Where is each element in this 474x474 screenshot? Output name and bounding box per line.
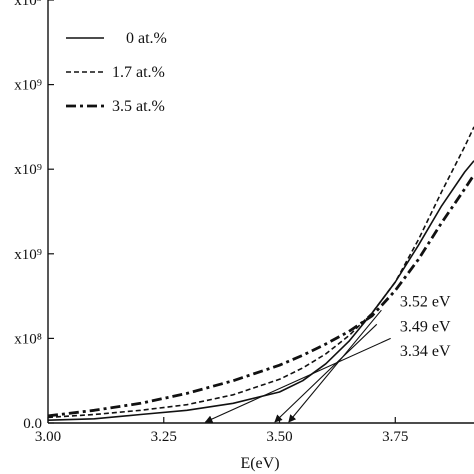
- series-line: [47, 174, 474, 418]
- tangent-lines: [204, 309, 391, 423]
- annotation-label: 3.34 eV: [400, 343, 451, 360]
- y-tick-label: 0.0: [23, 416, 42, 432]
- x-axis-ticks: 3.00 3.25 3.50 3.75: [35, 417, 408, 445]
- legend-label: 0 at.%: [126, 30, 167, 47]
- legend-label: 3.5 at.%: [112, 98, 165, 115]
- tangent-line: [288, 309, 382, 423]
- plot-area: [47, 0, 474, 424]
- series-line: [47, 126, 474, 419]
- y-tick-label: x10⁹: [14, 162, 42, 178]
- legend: 0 at.% 1.7 at.% 3.5 at.%: [66, 30, 167, 115]
- x-tick-label: 3.25: [151, 429, 177, 445]
- y-axis-ticks: 0.0 x10⁸ x10⁹ x10⁹ x10⁹ x10⁹: [14, 0, 54, 432]
- y-tick-label: x10⁹: [14, 78, 42, 94]
- series-lines: [47, 126, 474, 421]
- x-tick-label: 3.75: [382, 429, 408, 445]
- y-tick-label: x10⁹: [14, 0, 42, 9]
- annotation-label: 3.49 eV: [400, 319, 451, 336]
- x-tick-label: 3.50: [266, 429, 292, 445]
- annotations: 3.52 eV 3.49 eV 3.34 eV: [400, 294, 451, 360]
- annotation-label: 3.52 eV: [400, 294, 451, 311]
- y-tick-label: x10⁹: [14, 247, 42, 263]
- x-tick-label: 3.00: [35, 429, 61, 445]
- legend-label: 1.7 at.%: [112, 64, 165, 81]
- y-tick-label: x10⁸: [14, 331, 42, 347]
- tangent-line: [274, 323, 378, 423]
- series-line: [47, 160, 474, 421]
- x-axis-title: E(eV): [240, 455, 279, 472]
- tangent-line: [204, 337, 391, 423]
